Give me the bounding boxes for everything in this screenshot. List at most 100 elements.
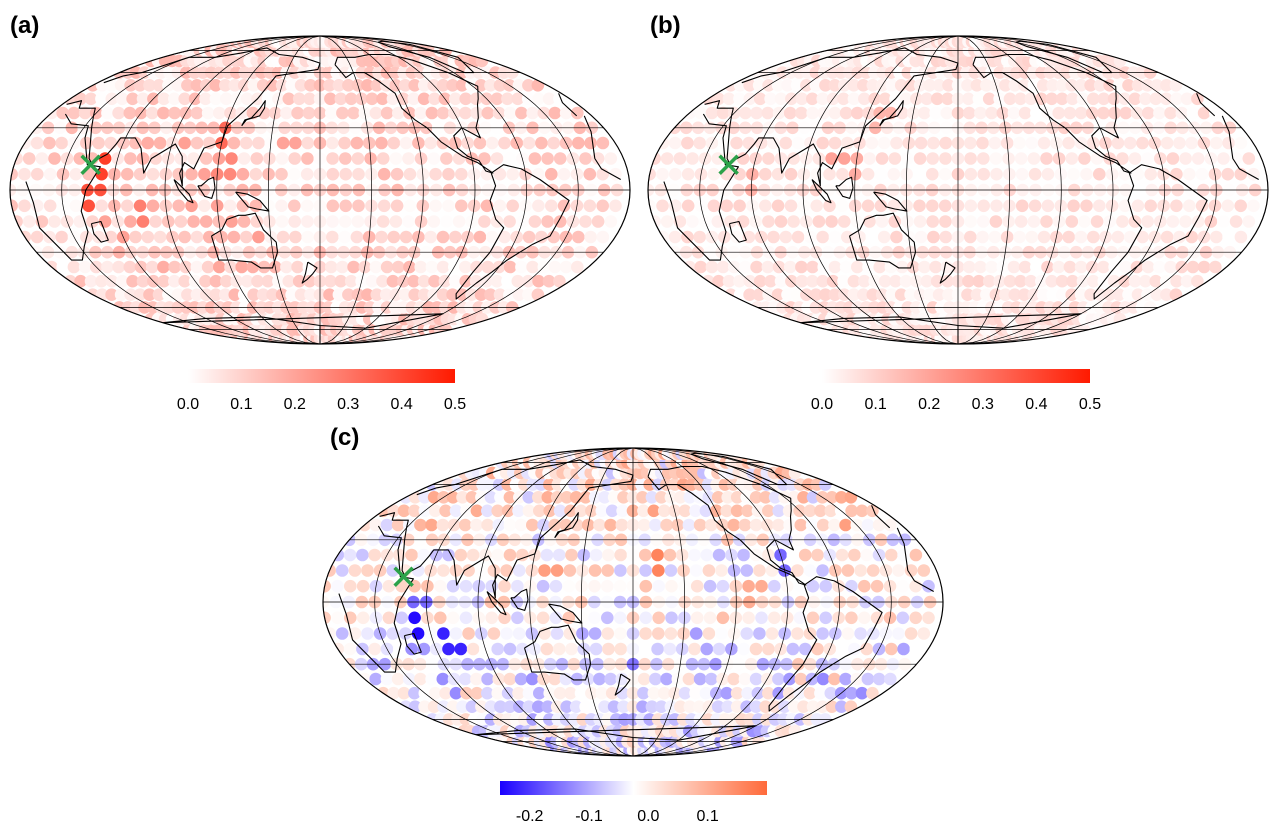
grid-cell-dot xyxy=(280,106,293,120)
grid-cell-dot xyxy=(791,627,804,640)
grid-cell-dot xyxy=(408,288,422,302)
grid-cell-dot xyxy=(440,152,453,165)
grid-cell-dot xyxy=(532,700,545,713)
grid-cell-dot xyxy=(403,199,417,213)
grid-cell-dot xyxy=(660,215,674,228)
grid-cell-dot xyxy=(895,106,909,120)
grid-cell-dot xyxy=(348,564,362,577)
colorbar-tick-label: 0.1 xyxy=(697,808,719,825)
grid-cell-dot xyxy=(446,579,460,593)
grid-cell-dot xyxy=(219,288,232,302)
grid-cell-dot xyxy=(515,106,528,120)
grid-cell-dot xyxy=(1186,260,1200,274)
grid-cell-dot xyxy=(645,491,659,504)
grid-cell-dot xyxy=(668,136,682,150)
grid-cell-dot xyxy=(1055,79,1069,92)
grid-cell-dot xyxy=(491,686,504,700)
grid-cell-dot xyxy=(1113,54,1127,68)
grid-cell-dot xyxy=(741,504,754,518)
grid-cell-dot xyxy=(123,260,137,274)
grid-cell-dot xyxy=(424,136,438,150)
grid-cell-dot xyxy=(836,199,849,213)
grid-cell-dot xyxy=(538,564,551,577)
grid-cell-dot xyxy=(922,579,935,593)
grid-cell-dot xyxy=(917,627,931,640)
grid-cell-dot xyxy=(926,167,939,181)
grid-cell-dot xyxy=(1066,92,1079,106)
grid-cell-dot xyxy=(56,260,69,274)
grid-cell-dot xyxy=(721,491,734,504)
grid-cell-dot xyxy=(721,700,734,713)
grid-cell-dot xyxy=(398,79,412,92)
grid-cell-dot xyxy=(845,686,858,700)
grid-cell-dot xyxy=(806,92,819,106)
grid-cell-dot xyxy=(470,686,484,700)
grid-cell-dot xyxy=(705,106,719,120)
grid-cell-dot xyxy=(30,136,44,150)
grid-cell-dot xyxy=(682,672,696,686)
grid-cell-dot xyxy=(730,136,743,150)
grid-cell-dot xyxy=(1191,152,1205,165)
grid-cell-dot xyxy=(350,136,364,150)
grid-cell-dot xyxy=(781,288,794,302)
grid-cell-dot xyxy=(1107,274,1121,288)
grid-cell-dot xyxy=(133,199,147,213)
grid-cell-dot xyxy=(1141,215,1154,228)
grid-cell-dot xyxy=(386,274,400,288)
grid-cell-dot xyxy=(674,700,687,713)
grid-cell-dot xyxy=(129,230,142,244)
grid-cell-dot xyxy=(323,288,336,302)
grid-cell-dot xyxy=(939,215,952,228)
grid-cell-dot xyxy=(418,491,431,504)
grid-cell-dot xyxy=(86,215,99,228)
colorbar-tick-label: 0.2 xyxy=(918,396,940,413)
grid-cell-dot xyxy=(783,518,796,532)
grid-cell-dot xyxy=(771,167,785,181)
grid-cell-dot xyxy=(35,152,49,165)
grid-cell-dot xyxy=(152,79,166,92)
coastline xyxy=(377,40,475,74)
grid-cell-dot xyxy=(503,152,516,165)
grid-cell-dot xyxy=(250,215,264,228)
grid-cell-dot xyxy=(1164,260,1177,274)
grid-cell-dot xyxy=(288,199,301,213)
grid-cell-dot xyxy=(665,579,678,593)
grid-cell-dot xyxy=(1018,288,1031,302)
coastline xyxy=(1015,40,1113,74)
grid-cell-dot xyxy=(190,288,204,302)
grid-cell-dot xyxy=(380,260,394,274)
grid-cell-dot xyxy=(824,686,838,700)
grid-cell-dot xyxy=(484,700,498,713)
grid-cell-dot xyxy=(82,199,95,213)
grid-cell-dot xyxy=(18,199,31,213)
grid-cell-dot xyxy=(501,274,514,288)
grid-cell-dot xyxy=(153,230,167,244)
grid-cell-dot xyxy=(55,230,68,244)
grid-cell-dot xyxy=(1150,288,1164,302)
grid-cell-dot xyxy=(136,92,150,106)
grid-cell-dot xyxy=(294,79,308,92)
grid-cell-dot xyxy=(522,136,536,150)
grid-cell-dot xyxy=(434,579,447,593)
grid-cell-dot xyxy=(403,167,417,181)
grid-cell-dot xyxy=(484,491,498,504)
coastline xyxy=(554,512,579,539)
grid-cell-dot xyxy=(55,136,68,150)
grid-cell-dot xyxy=(1131,167,1145,181)
grid-cell-dot xyxy=(365,92,379,106)
grid-cell-dot xyxy=(339,199,353,213)
grid-cell-dot xyxy=(503,215,516,228)
grid-cell-dot xyxy=(1209,106,1222,120)
grid-cell-dot xyxy=(720,686,733,700)
grid-cell-dot xyxy=(498,230,511,244)
grid-cell-dot xyxy=(382,579,396,593)
grid-cell-dot xyxy=(92,230,105,244)
grid-cell-dot xyxy=(1185,136,1198,150)
grid-cell-dot xyxy=(547,136,560,150)
grid-cell-dot xyxy=(1136,230,1149,244)
grid-cell-dot xyxy=(376,215,390,228)
grid-cell-dot xyxy=(399,136,413,150)
grid-cell-dot xyxy=(69,199,83,213)
grid-cell-dot xyxy=(579,700,592,713)
grid-cell-dot xyxy=(429,167,442,181)
